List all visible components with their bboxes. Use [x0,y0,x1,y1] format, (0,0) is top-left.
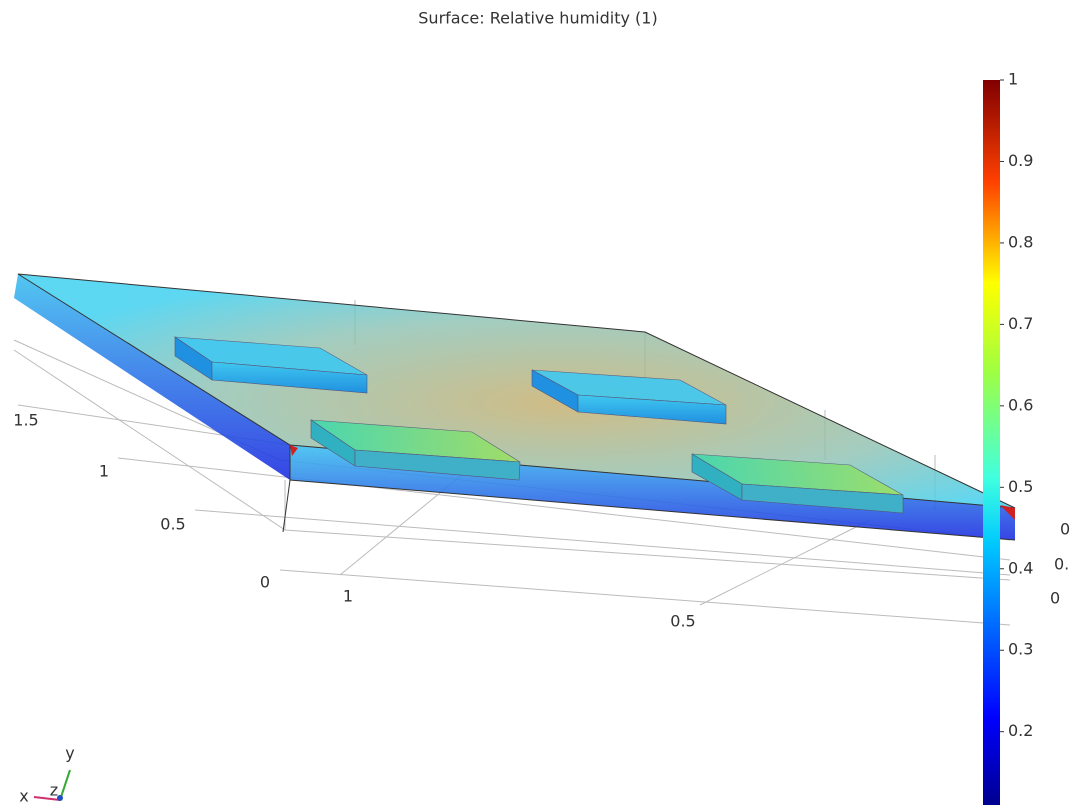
triad-z: z [50,781,58,800]
plot-window: Surface: Relative humidity (1) [0,0,1076,809]
colorbar-tick-label: 1 [1008,70,1018,89]
z-axis-label: 0 [1050,589,1060,608]
y-axis-label: 0 [260,573,270,592]
y-axis-label: 1.5 [13,411,38,430]
y-axis-label: 0.5 [160,515,185,534]
triad-x: x [19,787,28,806]
axis-triad: y x z [19,744,74,806]
colorbar-tick-label: 0.3 [1008,640,1033,659]
colorbar: 1 0.9 0.8 0.7 0.6 0.5 0.4 0.3 0.2 [983,70,1033,806]
colorbar-tick-label: 0.4 [1008,558,1033,577]
colorbar-tick-label: 0.2 [1008,721,1033,740]
colorbar-gradient [983,80,1000,805]
plot-title: Surface: Relative humidity (1) [418,9,657,28]
colorbar-tick-label: 0.8 [1008,232,1033,251]
x-axis-label: 0.5 [670,612,695,631]
colorbar-tick-label: 0.5 [1008,477,1033,496]
x-axis-label: 1 [343,587,353,606]
triad-y: y [65,744,74,763]
z-axis-label: 0. [1054,555,1069,574]
colorbar-tick-label: 0.9 [1008,151,1033,170]
colorbar-tick-label: 0.6 [1008,395,1033,414]
y-axis-label: 1 [99,462,109,481]
z-axis-label: 0 [1060,520,1070,539]
colorbar-tick-label: 0.7 [1008,314,1033,333]
